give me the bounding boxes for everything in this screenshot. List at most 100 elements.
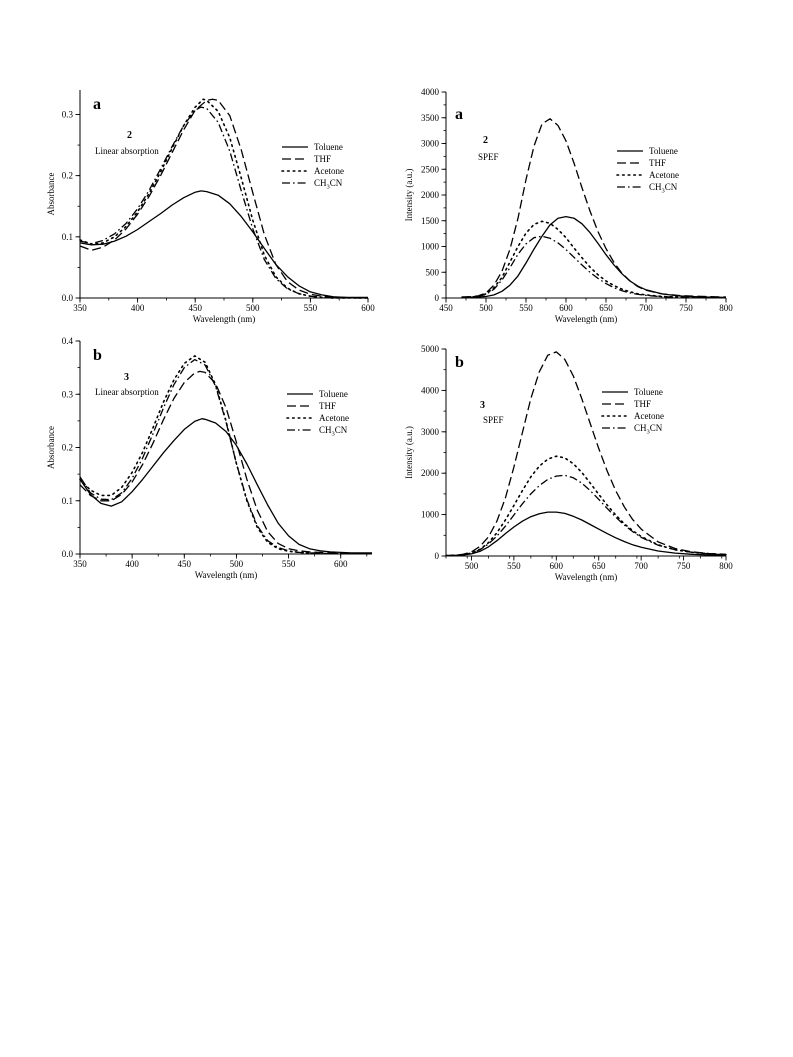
compound-number: 3 <box>124 372 129 383</box>
x-tick-label: 500 <box>479 303 493 313</box>
legend-label-acetone: Acetone <box>634 411 664 421</box>
y-tick-label: 0 <box>435 551 440 561</box>
y-axis-label: Intensity (a.u.) <box>404 426 414 479</box>
y-tick-label: 3000 <box>421 427 440 437</box>
chart-panel-b-3-linear-absorption: 350 400 450 500 550 600 0.0 0.1 0.2 0.3 0.4 Wavelen… <box>46 336 373 580</box>
legend-label-acetone: Acetone <box>649 170 679 180</box>
y-tick-label: 2500 <box>421 164 440 174</box>
panel-letter: a <box>455 106 463 123</box>
y-tick-label: 1000 <box>421 242 440 252</box>
x-tick-label: 750 <box>677 561 691 571</box>
y-tick-label: 0.1 <box>62 496 73 506</box>
x-tick-label: 550 <box>519 303 533 313</box>
legend: Toluene THF Acetone CH3CN <box>616 146 679 195</box>
y-tick-label: 2000 <box>421 468 440 478</box>
x-tick-label: 350 <box>73 559 87 569</box>
y-tick-label: 1500 <box>421 216 440 226</box>
series-line-thf <box>79 370 372 555</box>
series-line-acetone <box>79 355 373 555</box>
legend-label-ch3cn: CH3CN <box>314 178 343 191</box>
x-tick-label: 500 <box>230 559 244 569</box>
series-line-acetone <box>461 220 727 299</box>
y-tick-label: 2000 <box>421 190 440 200</box>
series-line-toluene <box>79 418 372 554</box>
y-tick-label: 0.3 <box>62 389 74 399</box>
y-tick-label: 4000 <box>421 385 440 395</box>
y-axis-label: Absorbance <box>46 426 56 469</box>
x-axis-label: Wavelength (nm) <box>555 314 618 324</box>
x-tick-label: 450 <box>188 303 202 313</box>
y-tick-label: 0.0 <box>62 293 74 303</box>
compound-number: 2 <box>483 135 488 146</box>
y-tick-label: 0.3 <box>62 109 74 119</box>
x-tick-label: 600 <box>361 303 375 313</box>
y-tick-label: 3500 <box>421 113 440 123</box>
y-tick-label: 500 <box>426 267 440 277</box>
x-tick-label: 650 <box>599 303 613 313</box>
x-axis-label: Wavelength (nm) <box>195 570 258 580</box>
x-tick-label: 350 <box>73 303 87 313</box>
x-tick-label: 600 <box>559 303 573 313</box>
panel-letter: b <box>93 347 102 364</box>
x-tick-label: 550 <box>507 561 521 571</box>
x-tick-label: 800 <box>719 561 733 571</box>
legend-label-ch3cn: CH3CN <box>649 182 678 195</box>
legend-label-thf: THF <box>314 154 331 164</box>
y-axis-label: Intensity (a.u.) <box>404 169 414 222</box>
legend-label-toluene: Toluene <box>634 387 663 397</box>
legend-label-toluene: Toluene <box>649 146 678 156</box>
legend-label-ch3cn: CH3CN <box>634 423 663 436</box>
y-tick-label: 5000 <box>421 344 440 354</box>
panel-note: Linear absorption <box>95 146 159 156</box>
x-tick-label: 600 <box>550 561 564 571</box>
legend-label-toluene: Toluene <box>314 142 343 152</box>
legend-label-toluene: Toluene <box>319 389 348 399</box>
x-tick-label: 550 <box>282 559 296 569</box>
x-axis-label: Wavelength (nm) <box>555 572 618 582</box>
compound-number: 3 <box>480 400 485 411</box>
y-tick-label: 0.2 <box>62 443 73 453</box>
legend-label-thf: THF <box>649 158 666 168</box>
chart-panel-a-2-spef: 450 500 550 600 650 700 750 800 0 500 1000 1500 2000… <box>404 87 733 324</box>
x-tick-label: 450 <box>178 559 192 569</box>
y-tick-label: 0.2 <box>62 171 73 181</box>
legend: Toluene THF Acetone CH3CN <box>286 389 349 438</box>
panel-note: SPEF <box>478 152 499 162</box>
series-line-toluene <box>461 215 727 299</box>
x-tick-label: 600 <box>334 559 348 569</box>
x-tick-label: 800 <box>719 303 733 313</box>
legend-label-acetone: Acetone <box>314 166 344 176</box>
compound-number: 2 <box>127 130 132 141</box>
x-tick-label: 400 <box>131 303 145 313</box>
x-tick-label: 700 <box>639 303 653 313</box>
legend-label-thf: THF <box>319 401 336 411</box>
series-line-ch3cn <box>445 474 727 557</box>
x-tick-label: 500 <box>465 561 479 571</box>
x-axis-label: Wavelength (nm) <box>193 314 256 324</box>
series-line-toluene <box>445 511 727 557</box>
series-line-thf <box>445 351 727 557</box>
series-line-toluene <box>79 190 368 299</box>
series-line-ch3cn <box>79 106 368 299</box>
x-tick-label: 400 <box>125 559 139 569</box>
series-line-ch3cn <box>461 235 726 299</box>
y-tick-label: 1000 <box>421 510 440 520</box>
series-line-thf <box>79 98 368 299</box>
legend: Toluene THF Acetone CH3CN <box>281 142 344 191</box>
chart-panel-b-3-spef: 500 550 600 650 700 750 800 0 1000 2000 3000 4000 50… <box>404 344 733 582</box>
panel-letter: b <box>455 354 464 371</box>
series-line-ch3cn <box>79 358 372 555</box>
panel-note: SPEF <box>483 415 504 425</box>
series-line-thf <box>461 118 727 298</box>
y-tick-label: 0.4 <box>62 336 74 346</box>
x-tick-label: 750 <box>679 303 693 313</box>
legend-label-ch3cn: CH3CN <box>319 425 348 438</box>
legend-label-thf: THF <box>634 399 651 409</box>
y-tick-label: 3000 <box>421 139 440 149</box>
x-tick-label: 450 <box>439 303 453 313</box>
series-line-acetone <box>79 98 369 299</box>
chart-panel-a-2-linear-absorption: 350 400 450 500 550 600 0.0 0.1 0.2 0.3 Wavelength… <box>46 90 375 324</box>
series-line-acetone <box>445 455 727 557</box>
panel-letter: a <box>93 96 101 113</box>
y-tick-label: 4000 <box>421 87 440 97</box>
